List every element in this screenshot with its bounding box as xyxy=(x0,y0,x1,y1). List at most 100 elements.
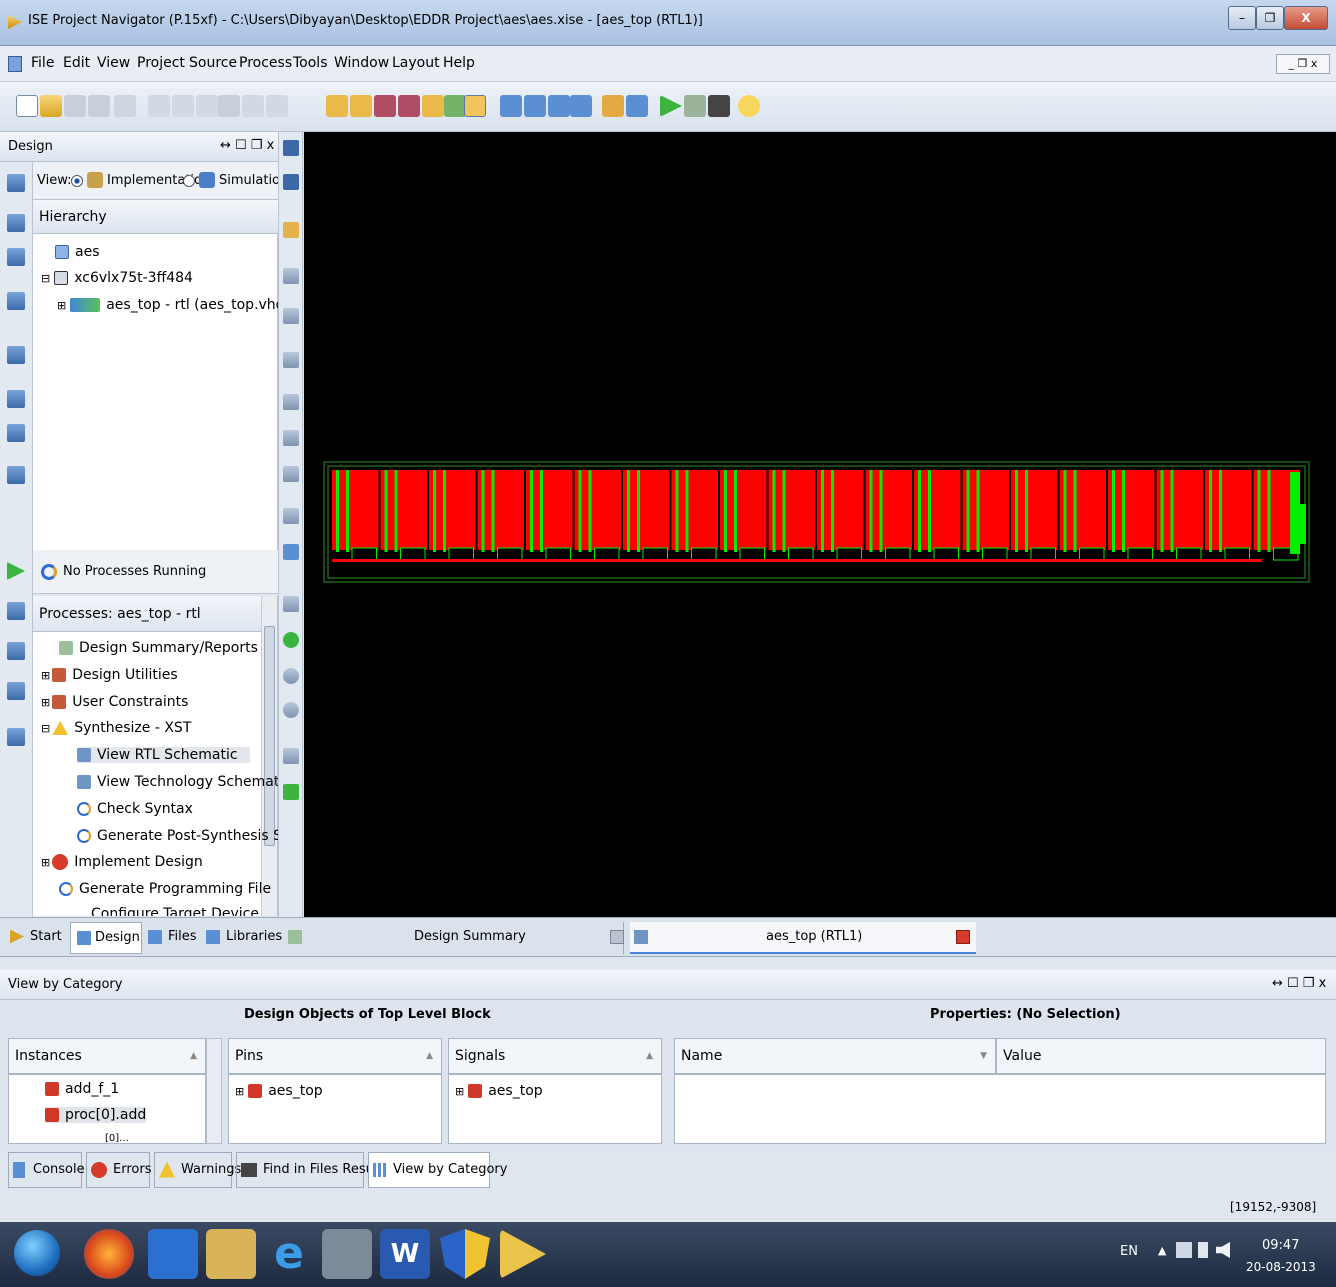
scroll-thumb[interactable] xyxy=(264,626,275,846)
language-indicator[interactable]: EN xyxy=(1120,1244,1138,1259)
expand-icon[interactable]: ⊞ xyxy=(57,299,67,312)
signals-header[interactable]: Signals ▲ xyxy=(448,1038,662,1074)
menu-window[interactable]: Window xyxy=(334,55,390,71)
clock-time[interactable]: 09:47 xyxy=(1262,1238,1300,1253)
media-player-icon[interactable] xyxy=(148,1229,198,1279)
expand-icon[interactable]: ⊟ xyxy=(41,272,51,285)
simulation-label[interactable]: Simulation xyxy=(219,173,289,188)
expand-icon[interactable]: ⊞ xyxy=(41,669,51,682)
pin-icon[interactable] xyxy=(283,352,299,368)
implementation-radio[interactable] xyxy=(71,175,83,187)
pins-header[interactable]: Pins ▲ xyxy=(228,1038,442,1074)
paste-icon[interactable] xyxy=(196,95,218,117)
copy-icon[interactable] xyxy=(172,95,194,117)
select-cursor-icon[interactable] xyxy=(283,140,299,156)
back-icon[interactable] xyxy=(283,308,299,324)
window-icon[interactable] xyxy=(570,95,592,117)
isim-icon[interactable] xyxy=(322,1229,372,1279)
instance-item[interactable]: proc[0].add xyxy=(45,1107,147,1123)
open-folder-icon[interactable] xyxy=(40,95,62,117)
sort-icon[interactable]: ▲ xyxy=(190,1051,197,1061)
pan-icon[interactable] xyxy=(464,95,486,117)
tab-files[interactable]: Files xyxy=(148,922,200,954)
help-cursor-icon[interactable] xyxy=(626,95,648,117)
start-orb-icon[interactable] xyxy=(14,1230,60,1276)
sort-icon[interactable]: ▼ xyxy=(980,1051,987,1061)
redo-icon[interactable] xyxy=(266,95,288,117)
symbol-icon[interactable] xyxy=(283,430,299,446)
power-icon[interactable] xyxy=(1198,1242,1208,1258)
panel-icon[interactable] xyxy=(548,95,570,117)
sort-icon[interactable]: ▲ xyxy=(426,1051,433,1061)
add-source-icon[interactable] xyxy=(7,174,25,192)
undo-icon[interactable] xyxy=(242,95,264,117)
process-tree-icon[interactable] xyxy=(7,602,25,620)
tab-design-summary[interactable]: Design Summary xyxy=(284,922,624,954)
expand-icon[interactable]: ⊟ xyxy=(41,722,51,735)
expand-icon[interactable]: ⊞ xyxy=(235,1085,245,1098)
close-button[interactable]: X xyxy=(1284,6,1328,30)
zoom-area-icon[interactable] xyxy=(398,95,420,117)
process-design-summary[interactable]: Design Summary/Reports xyxy=(59,640,258,656)
process-tree3-icon[interactable] xyxy=(7,682,25,700)
zoom-out-icon[interactable] xyxy=(350,95,372,117)
menu-source[interactable]: Source xyxy=(189,55,238,71)
cut-icon[interactable] xyxy=(148,95,170,117)
properties-icon[interactable] xyxy=(7,346,25,364)
process-check-syntax[interactable]: Check Syntax xyxy=(77,801,193,817)
hierarchy-icon[interactable] xyxy=(500,95,522,117)
instances-list[interactable]: add_f_1 proc[0].add [0]... xyxy=(8,1074,206,1144)
instances-header[interactable]: Instances ▲ xyxy=(8,1038,206,1074)
forward-green-icon[interactable] xyxy=(283,632,299,648)
menu-tools[interactable]: Tools xyxy=(293,55,328,71)
simulation-radio[interactable] xyxy=(183,175,195,187)
signals-list[interactable]: ⊞ aes_top xyxy=(448,1074,662,1144)
schematic-canvas[interactable] xyxy=(304,132,1336,917)
instance-item[interactable]: [0]... xyxy=(105,1133,129,1143)
lightbulb-icon[interactable] xyxy=(738,95,760,117)
tree-item-aes[interactable]: aes xyxy=(55,244,100,260)
report-icon[interactable] xyxy=(7,390,25,408)
marker-icon[interactable] xyxy=(283,596,299,612)
process-tree2-icon[interactable] xyxy=(7,642,25,660)
process-implement[interactable]: ⊞ Implement Design xyxy=(41,854,203,870)
export-icon[interactable] xyxy=(283,784,299,800)
expand-icon[interactable]: ⊞ xyxy=(41,856,51,869)
properties-list[interactable] xyxy=(674,1074,1326,1144)
expand-icon[interactable]: ⊞ xyxy=(41,696,51,709)
instances-scrollbar[interactable] xyxy=(206,1038,222,1144)
run-process-icon[interactable] xyxy=(7,562,25,580)
ie-icon[interactable]: e xyxy=(274,1228,304,1279)
tab-console[interactable]: Console xyxy=(8,1152,85,1188)
show-hidden-icon[interactable]: ▲ xyxy=(1158,1244,1167,1257)
expand-icon[interactable]: ⊞ xyxy=(455,1085,465,1098)
instance-item[interactable]: add_f_1 xyxy=(45,1081,119,1097)
network-icon[interactable] xyxy=(1176,1242,1192,1258)
panel-controls[interactable]: ↔ ☐ ❐ x xyxy=(220,138,275,153)
refresh-icon[interactable] xyxy=(444,95,466,117)
text-icon[interactable] xyxy=(283,544,299,560)
minimize-button[interactable]: – xyxy=(1228,6,1256,30)
pin-gray-icon[interactable] xyxy=(283,748,299,764)
pin-item[interactable]: ⊞ aes_top xyxy=(235,1083,323,1099)
tab-close-icon[interactable] xyxy=(956,930,970,944)
mdi-controls[interactable]: _ ❐ x xyxy=(1276,54,1330,74)
tab-libraries[interactable]: Libraries xyxy=(206,922,282,954)
new-file-icon[interactable] xyxy=(16,95,38,117)
word-icon[interactable]: W xyxy=(380,1229,430,1279)
forward-gray-icon[interactable] xyxy=(283,702,299,718)
process-view-rtl[interactable]: View RTL Schematic xyxy=(77,747,250,763)
menu-edit[interactable]: Edit xyxy=(63,55,91,71)
menu-help[interactable]: Help xyxy=(443,55,475,71)
port-icon[interactable] xyxy=(283,394,299,410)
restore-button[interactable]: ❐ xyxy=(1256,6,1284,30)
tab-start[interactable]: Start xyxy=(10,922,66,954)
firefox-icon[interactable] xyxy=(84,1229,134,1279)
menu-process[interactable]: Process xyxy=(239,55,293,71)
process-synthesize[interactable]: ⊟ Synthesize - XST xyxy=(41,720,191,736)
zoom-full-icon[interactable] xyxy=(374,95,396,117)
tab-view-by-category[interactable]: View by Category xyxy=(368,1152,507,1188)
process-post-synthesis[interactable]: Generate Post-Synthesis Si... xyxy=(77,828,299,844)
tree-item-aes-top[interactable]: ⊞ aes_top - rtl (aes_top.vhdl) xyxy=(57,297,294,313)
print-icon[interactable] xyxy=(114,95,136,117)
